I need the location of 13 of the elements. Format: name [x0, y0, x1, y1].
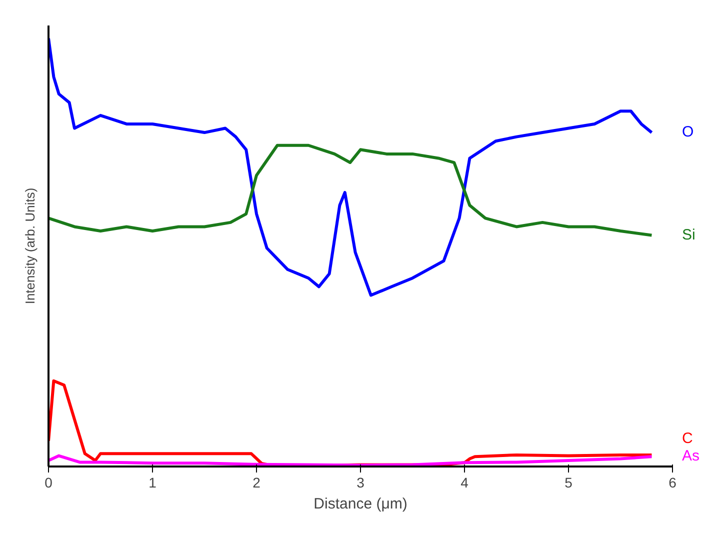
x-tick-label: 2 [252, 474, 261, 490]
x-axis-title: Distance (μm) [314, 496, 408, 512]
x-tick-label: 5 [564, 474, 573, 490]
y-axis-title: Intensity (arb. Units) [22, 188, 38, 304]
text: Si [682, 226, 696, 244]
x-tick-label: 3 [356, 474, 365, 490]
text: O [682, 124, 694, 141]
text: As [682, 448, 700, 465]
x-tick-label: 4 [460, 474, 469, 490]
text: C [682, 430, 693, 447]
x-tick-label: 6 [668, 474, 677, 490]
x-tick-label: 1 [148, 474, 157, 490]
x-tick-label: 0 [44, 474, 53, 490]
